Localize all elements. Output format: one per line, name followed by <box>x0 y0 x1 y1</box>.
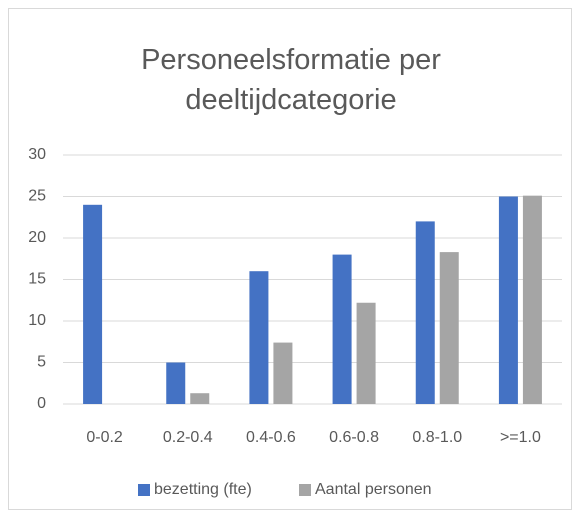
y-tick-label: 0 <box>37 395 46 412</box>
bar <box>356 302 376 404</box>
y-tick-label: 20 <box>28 229 46 246</box>
x-tick-label: 0.6-0.8 <box>329 429 379 446</box>
bar <box>415 221 435 404</box>
bar <box>273 342 293 404</box>
y-tick-label: 30 <box>28 146 46 163</box>
x-tick-label: 0.8-1.0 <box>412 429 462 446</box>
y-tick-label: 15 <box>28 271 46 288</box>
y-tick-label: 10 <box>28 312 46 329</box>
chart-title: Personeelsformatie per deeltijdcategorie <box>141 44 441 116</box>
x-tick-label: 0.4-0.6 <box>246 429 296 446</box>
legend-swatch <box>138 484 150 496</box>
y-tick-label: 5 <box>37 354 46 371</box>
bar <box>332 254 352 404</box>
legend-swatch <box>299 484 311 496</box>
legend-label: Aantal personen <box>315 481 432 498</box>
chart-frame <box>8 8 572 510</box>
bar <box>522 195 542 404</box>
x-tick-label: >=1.0 <box>500 429 541 446</box>
x-tick-label: 0-0.2 <box>86 429 123 446</box>
bar <box>83 204 103 404</box>
bar <box>249 271 269 404</box>
bar <box>498 196 518 404</box>
bar <box>166 362 186 404</box>
bar <box>439 252 459 404</box>
legend-label: bezetting (fte) <box>154 481 252 498</box>
y-tick-label: 25 <box>28 188 46 205</box>
x-tick-label: 0.2-0.4 <box>163 429 213 446</box>
bar <box>190 393 210 404</box>
